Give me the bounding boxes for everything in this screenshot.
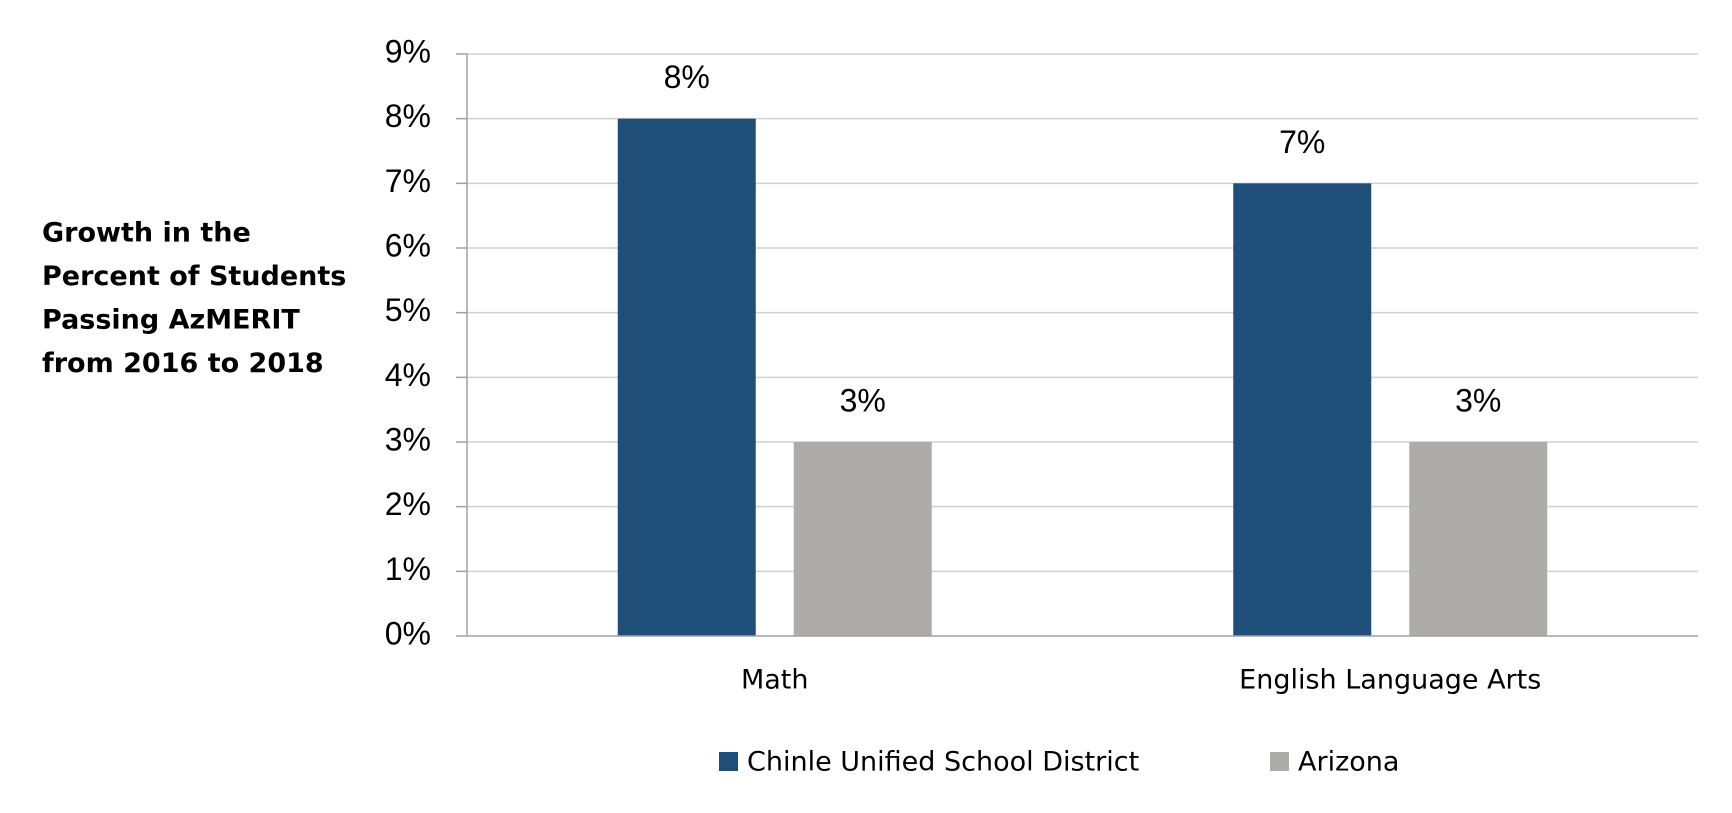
y-axis-label: from 2016 to 2018 [42, 348, 324, 379]
y-tick-label: 1% [385, 551, 431, 587]
x-tick-label: Math [741, 665, 809, 696]
y-tick-label: 6% [385, 227, 431, 263]
y-axis-label: Passing AzMERIT [42, 305, 300, 336]
y-tick-label: 5% [385, 292, 431, 328]
data-label: 3% [1455, 382, 1501, 418]
data-label: 8% [664, 59, 710, 95]
bar [1409, 442, 1548, 636]
y-tick-label: 8% [385, 98, 431, 134]
y-tick-label: 2% [385, 486, 431, 522]
y-tick-label: 3% [385, 421, 431, 457]
bar [617, 118, 756, 636]
data-label: 7% [1279, 124, 1325, 160]
y-tick-label: 4% [385, 357, 431, 393]
y-tick-label: 9% [385, 33, 431, 69]
data-label: 3% [840, 382, 886, 418]
y-axis-label: Growth in the [42, 218, 251, 249]
y-tick-label: 0% [385, 615, 431, 651]
x-tick-label: English Language Arts [1239, 665, 1541, 696]
legend-label: Chinle Unified School District [747, 747, 1139, 778]
y-axis-label: Percent of Students [42, 261, 346, 292]
legend-swatch [1270, 752, 1289, 771]
bar [793, 442, 932, 636]
legend-label: Arizona [1298, 747, 1399, 778]
legend-swatch [719, 752, 738, 771]
bar [1233, 183, 1372, 637]
y-tick-label: 7% [385, 163, 431, 199]
